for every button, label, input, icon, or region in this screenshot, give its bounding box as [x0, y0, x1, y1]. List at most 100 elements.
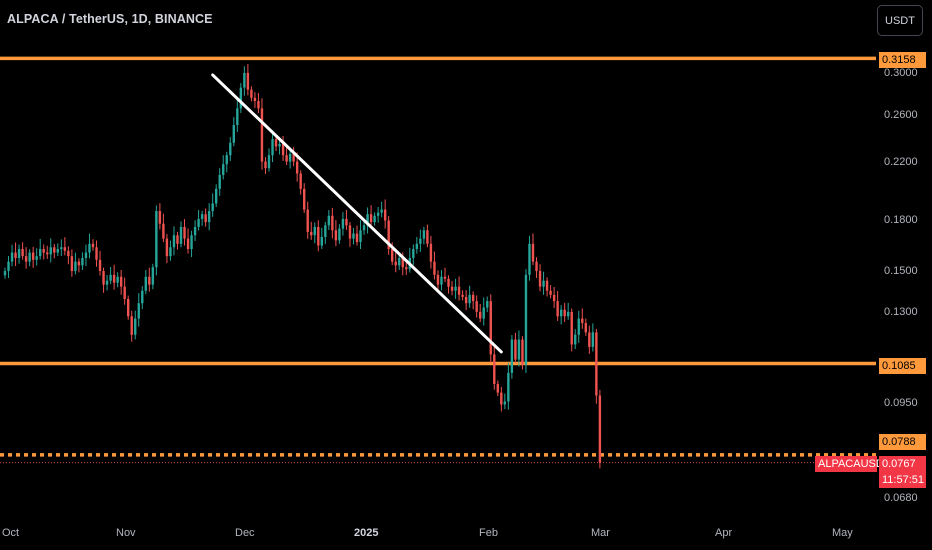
- candle-body: [486, 301, 489, 308]
- candle-body: [496, 383, 499, 393]
- candle-body: [493, 354, 496, 384]
- y-tick-label: 0.1500: [884, 265, 918, 277]
- x-tick-label: Nov: [116, 527, 136, 539]
- x-tick-label: Apr: [715, 527, 733, 539]
- candle-body: [433, 261, 436, 275]
- candle-body: [84, 252, 88, 258]
- candle-body: [197, 218, 200, 227]
- candle-body: [274, 139, 278, 147]
- candle-body: [419, 238, 422, 244]
- candle-body: [77, 261, 81, 266]
- candle-body: [53, 247, 56, 253]
- y-tick-label: 0.2600: [884, 109, 918, 121]
- candle-body: [366, 214, 369, 226]
- candle-body: [105, 280, 109, 285]
- last-price-badge: 0.0767: [879, 456, 926, 472]
- candle-body: [67, 250, 70, 257]
- candle-body: [426, 230, 429, 244]
- candle-body: [327, 215, 331, 226]
- y-tick-label: 0.0950: [884, 397, 918, 409]
- x-tick-label: Oct: [2, 527, 20, 539]
- candle-body: [91, 243, 95, 248]
- candle-body: [130, 316, 133, 335]
- candle-body: [102, 271, 105, 285]
- candle-body: [503, 401, 507, 405]
- candle-body: [345, 218, 348, 226]
- candle-body: [429, 243, 433, 262]
- candle-body: [218, 174, 221, 189]
- candle-body: [464, 296, 468, 304]
- candle-body: [3, 271, 7, 276]
- candle-body: [257, 100, 260, 109]
- resistance-price-badge: 0.3158: [879, 52, 926, 68]
- candle-body: [352, 233, 355, 239]
- candle-body: [278, 143, 281, 147]
- chart-title: ALPACA / TetherUS, 1D, BINANCE: [7, 12, 213, 26]
- currency-button[interactable]: USDT: [877, 5, 923, 36]
- candle-body: [521, 339, 524, 365]
- candle-body: [186, 238, 190, 250]
- candle-body: [165, 238, 169, 257]
- candle-body: [359, 230, 362, 243]
- candle-body: [331, 215, 334, 231]
- candle-body: [243, 73, 246, 88]
- candle-body: [306, 209, 309, 232]
- candle-body: [10, 252, 14, 262]
- candle-body: [383, 209, 387, 221]
- candle-body: [577, 318, 580, 335]
- candle-body: [362, 225, 366, 231]
- candle-body: [17, 249, 21, 258]
- candle-body: [570, 311, 573, 345]
- candle-body: [475, 301, 478, 312]
- candle-body: [531, 243, 535, 262]
- candle-body: [24, 256, 28, 262]
- candle-body: [193, 226, 197, 236]
- candle-body: [35, 256, 38, 260]
- candle-body: [295, 161, 299, 174]
- candle-body: [310, 231, 313, 236]
- candle-body: [229, 142, 232, 156]
- candle-body: [144, 276, 147, 291]
- candle-body: [253, 97, 257, 101]
- candle-body: [267, 155, 271, 169]
- candle-body: [119, 276, 123, 287]
- candle-body: [394, 261, 397, 266]
- candle-body: [179, 226, 183, 244]
- candle-body: [250, 89, 253, 98]
- candle-body: [535, 261, 538, 272]
- candle-body: [348, 225, 352, 239]
- candle-body: [391, 249, 394, 262]
- candle-body: [148, 276, 151, 285]
- candle-body: [204, 214, 207, 223]
- candle-body: [21, 249, 24, 257]
- y-tick-label: 0.0680: [884, 492, 918, 504]
- candle-body: [588, 332, 591, 347]
- candle-body: [320, 236, 323, 246]
- candle-body: [341, 218, 345, 229]
- candle-body: [317, 226, 320, 246]
- candle-body: [482, 307, 485, 319]
- candle-body: [211, 203, 214, 212]
- candle-body: [172, 235, 176, 248]
- candle-body: [412, 249, 415, 258]
- candle-body: [137, 303, 140, 319]
- candle-body: [528, 243, 531, 275]
- candle-body: [49, 247, 52, 255]
- candle-body: [556, 301, 559, 317]
- candle-body: [88, 243, 91, 253]
- candle-body: [387, 220, 390, 250]
- candle-body: [598, 395, 602, 463]
- candle-body: [415, 243, 419, 250]
- candle-body: [14, 252, 17, 258]
- candle-body: [42, 249, 45, 253]
- candle-body: [109, 274, 112, 281]
- candle-body: [225, 155, 228, 165]
- support-price-badge: 0.1085: [879, 358, 926, 374]
- candle-body: [303, 188, 306, 210]
- candle-body: [443, 276, 447, 279]
- candle-body: [450, 286, 454, 291]
- candle-body: [595, 332, 598, 396]
- candle-body: [46, 252, 49, 255]
- x-tick-label: Dec: [235, 527, 255, 539]
